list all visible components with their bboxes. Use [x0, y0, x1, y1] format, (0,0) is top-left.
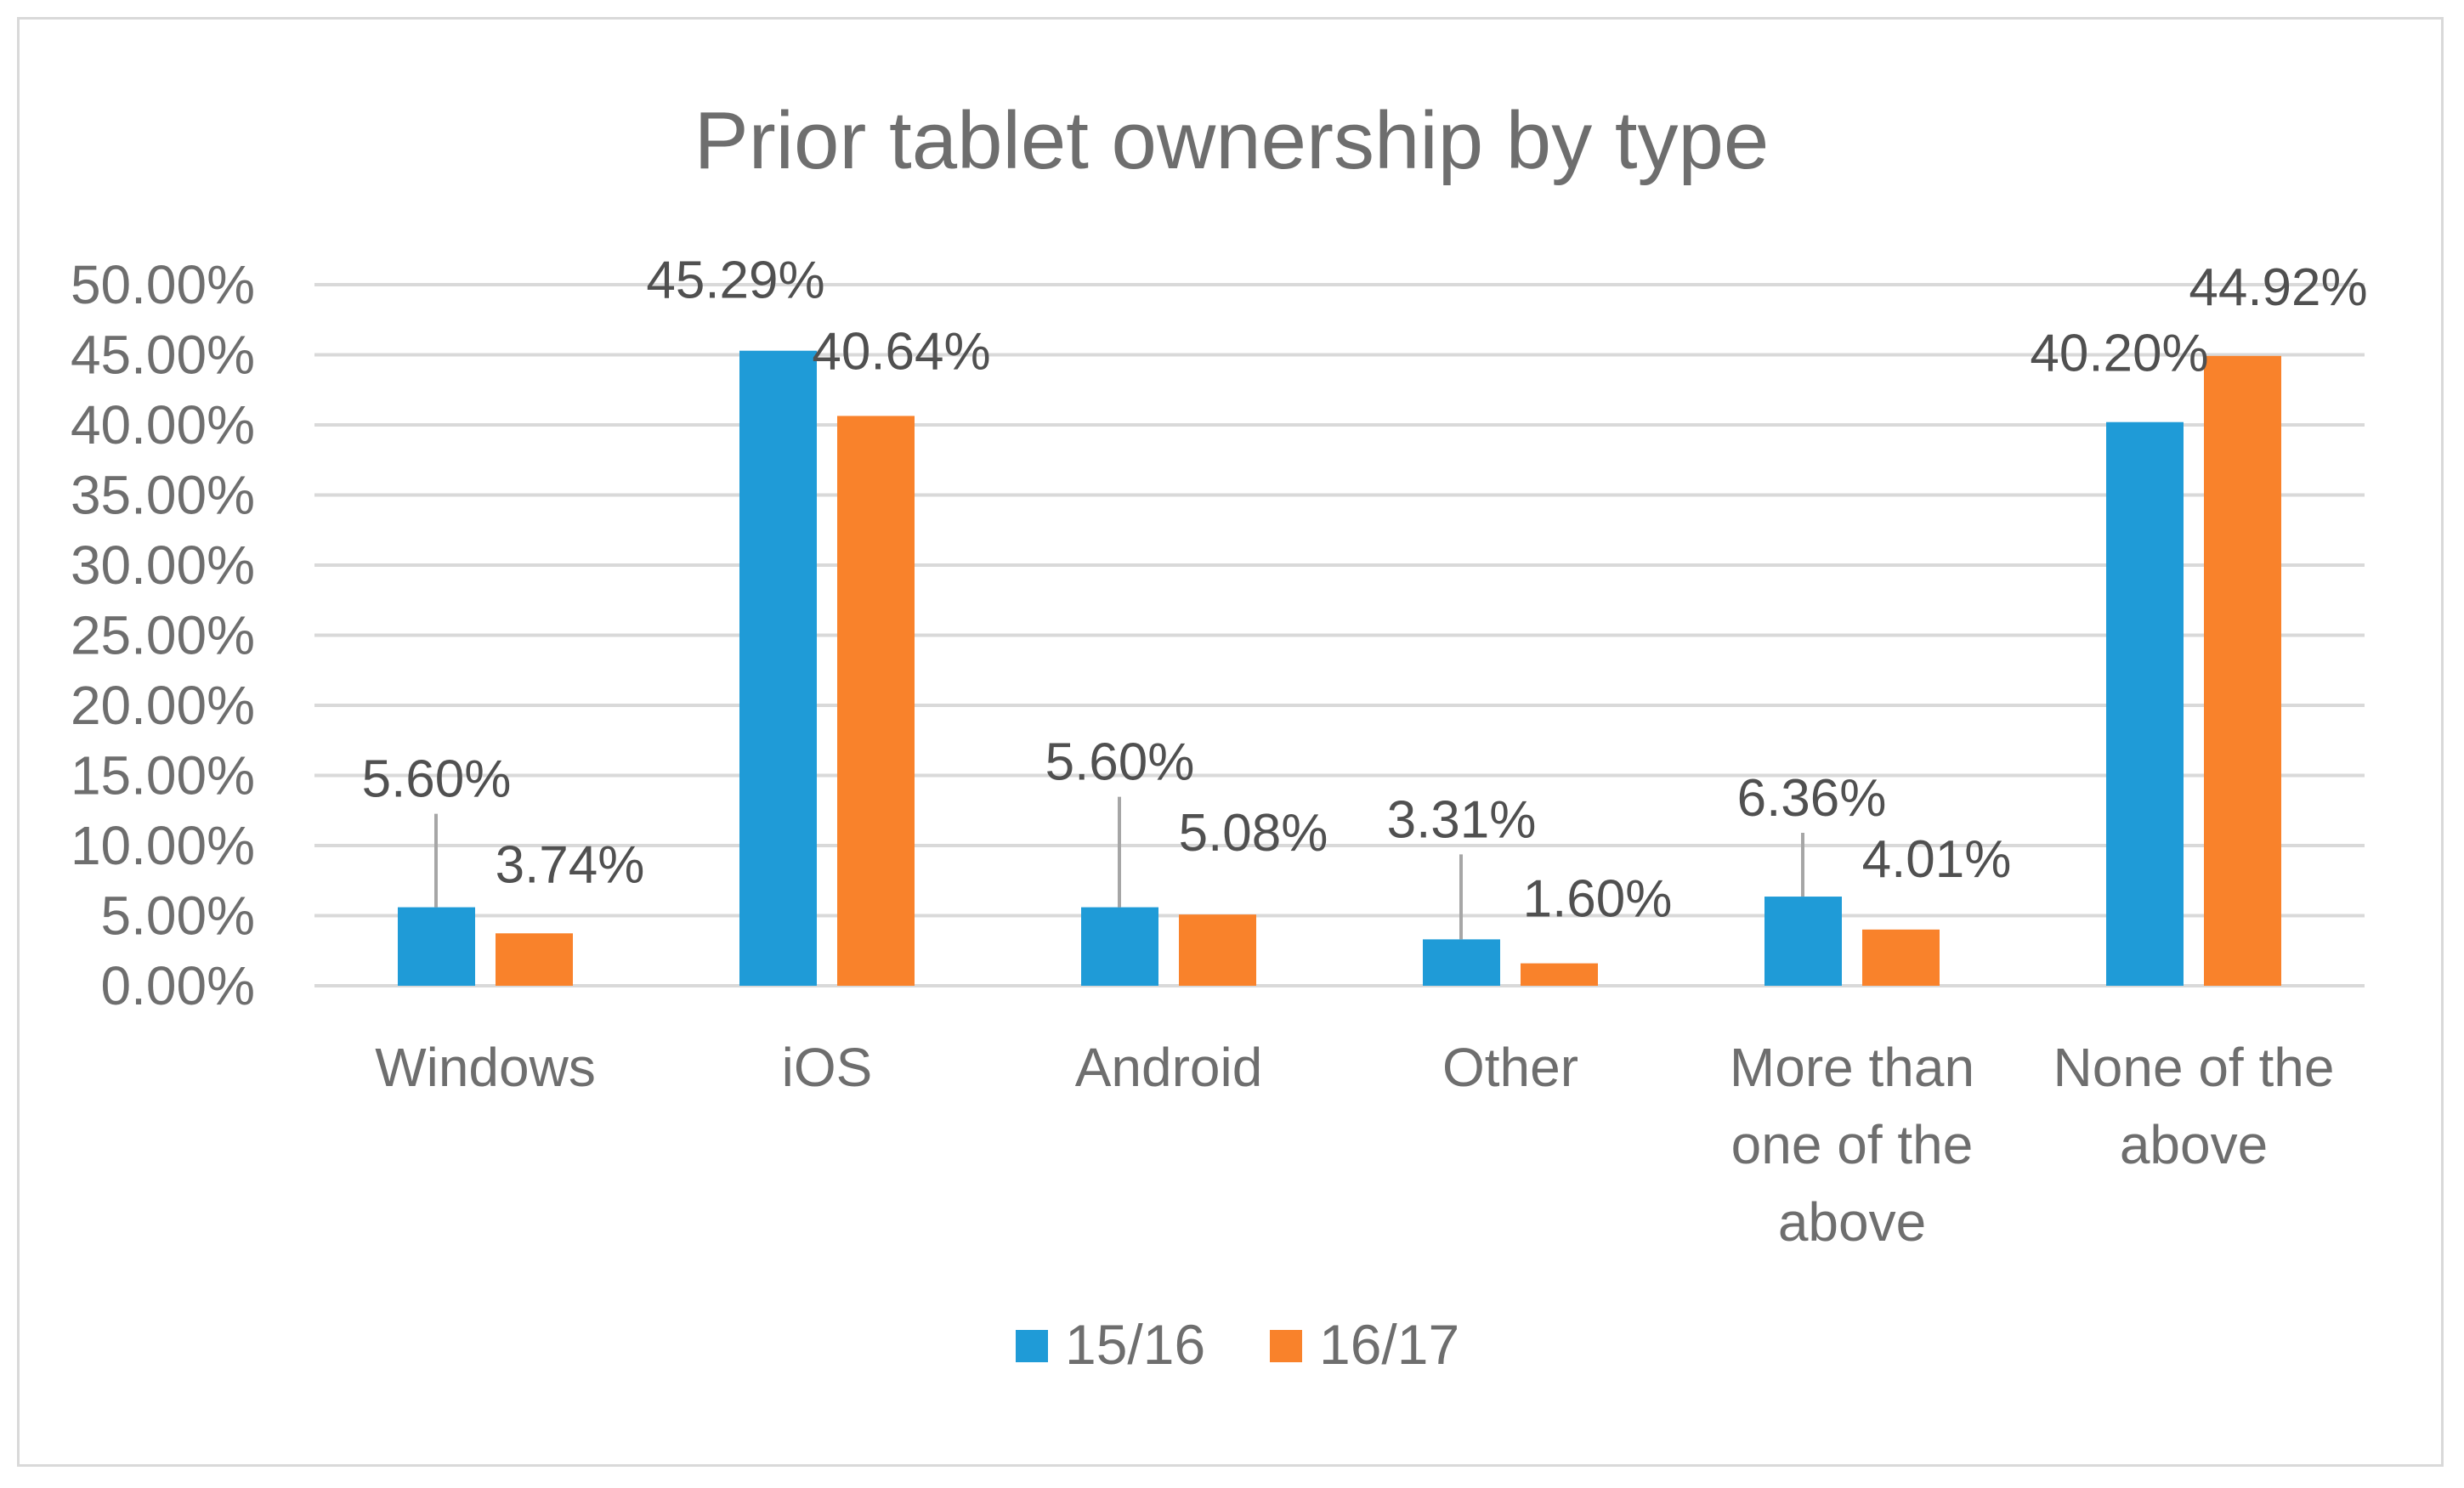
category-label: None of the	[2053, 1037, 2335, 1098]
category-label: iOS	[782, 1037, 873, 1098]
data-label: 4.01%	[1862, 830, 2012, 889]
data-label: 1.60%	[1523, 870, 1673, 929]
data-label: 40.64%	[812, 322, 990, 381]
x-axis-category-labels: Windows iOS Android Other More than one of th…	[375, 1037, 2334, 1253]
category-label: Android	[1075, 1037, 1263, 1098]
bar-16-17-1	[837, 416, 915, 986]
bar-16-17-4	[1862, 929, 1940, 986]
data-label: 3.74%	[496, 835, 645, 894]
data-label: 40.20%	[2030, 325, 2208, 383]
bar-16-17-2	[1179, 914, 1256, 986]
legend-label: 15/16	[1065, 1313, 1205, 1376]
data-label: 5.60%	[362, 750, 512, 809]
y-tick-label: 20.00%	[71, 675, 255, 736]
legend-swatch	[1016, 1330, 1048, 1362]
bar-15-16-4	[1764, 897, 1842, 986]
data-labels: 5.60% 3.74% 45.29% 40.64% 5.60% 5.08% 3.31% 1.6…	[362, 252, 2368, 929]
category-label: above	[1778, 1191, 1926, 1253]
y-tick-label: 25.00%	[71, 605, 255, 666]
data-label: 5.08%	[1179, 804, 1328, 863]
legend-swatch	[1270, 1330, 1302, 1362]
data-label: 3.31%	[1387, 790, 1537, 849]
y-axis-tick-labels: 0.00% 5.00% 10.00% 15.00% 20.00% 25.00% 30.00%…	[71, 254, 255, 1016]
y-tick-label: 30.00%	[71, 535, 255, 596]
data-label: 45.29%	[646, 252, 824, 310]
y-tick-label: 15.00%	[71, 745, 255, 806]
bar-16-17-0	[496, 933, 573, 986]
chart-frame	[17, 17, 2444, 1467]
category-label: Windows	[375, 1037, 596, 1098]
bar-15-16-5	[2106, 422, 2184, 986]
category-label: Other	[1442, 1037, 1578, 1098]
category-label: above	[2120, 1114, 2268, 1175]
legend: 15/16 16/17	[1016, 1313, 1459, 1376]
bar-15-16-3	[1423, 939, 1500, 986]
bar-16-17-5	[2204, 355, 2281, 986]
y-tick-label: 40.00%	[71, 394, 255, 455]
bar-15-16-0	[398, 907, 475, 986]
data-label: 6.36%	[1737, 769, 1887, 828]
legend-label: 16/17	[1319, 1313, 1459, 1376]
category-label: one of the	[1731, 1114, 1974, 1175]
y-tick-label: 0.00%	[101, 955, 255, 1016]
chart-title: Prior tablet ownership by type	[694, 95, 1770, 186]
category-label: More than	[1730, 1037, 1974, 1098]
y-tick-label: 5.00%	[101, 885, 255, 947]
data-label: 5.60%	[1045, 733, 1195, 792]
bars	[398, 350, 2281, 987]
y-tick-label: 45.00%	[71, 325, 255, 386]
bar-15-16-2	[1081, 907, 1158, 986]
y-tick-label: 35.00%	[71, 465, 255, 526]
y-tick-label: 50.00%	[71, 254, 255, 315]
grid-layer	[314, 283, 2365, 987]
data-label: 44.92%	[2189, 258, 2367, 317]
leader-lines	[434, 796, 1804, 940]
y-tick-label: 10.00%	[71, 815, 255, 876]
bar-15-16-1	[739, 350, 817, 987]
bar-16-17-3	[1521, 963, 1598, 986]
